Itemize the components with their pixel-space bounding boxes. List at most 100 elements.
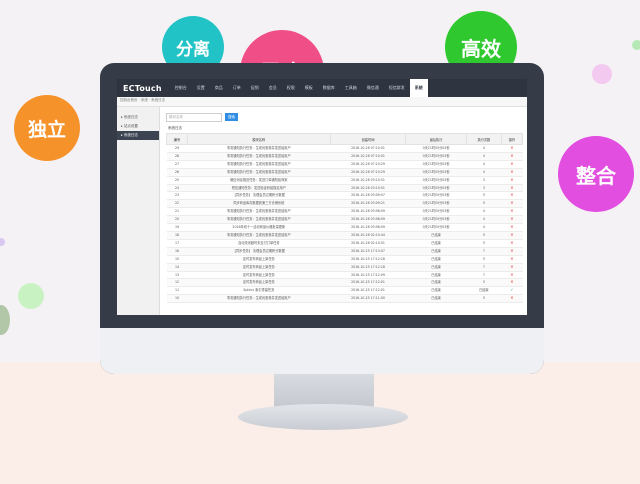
app-logo[interactable]: ECTouch (123, 83, 162, 93)
cell-status[interactable]: ✕ (501, 278, 523, 288)
table-row[interactable]: 27 事务通知执行任务：生成优惠券并发送给用户 2016-10-26 07:10:2… (166, 160, 523, 169)
cell-status[interactable]: ✕ (501, 263, 523, 272)
close-icon[interactable]: ✕ (510, 192, 514, 198)
close-icon[interactable]: ✕ (510, 239, 514, 245)
search-button[interactable]: 搜索 (225, 113, 238, 121)
search-input[interactable]: 模块名称 (166, 112, 222, 122)
close-icon[interactable]: ✕ (510, 208, 514, 214)
cell-status[interactable]: ✕ (501, 215, 523, 225)
column-header[interactable]: 编号 (166, 133, 188, 145)
cell-status[interactable]: ✕ (501, 168, 523, 177)
cell-status[interactable]: ✕ (501, 144, 523, 153)
close-icon[interactable]: ✕ (510, 255, 514, 261)
nav-item[interactable]: 工具箱 (344, 85, 357, 90)
bubble-label: 高效 (461, 36, 501, 61)
nav-item[interactable]: 短信群发 (388, 85, 405, 90)
table-row[interactable]: 29 事务通知执行任务：生成优惠券并发送给用户 2016-10-26 07:10:0… (166, 144, 523, 153)
close-icon[interactable]: ✕ (510, 200, 514, 206)
cell-status[interactable]: ✕ (501, 239, 523, 248)
close-icon[interactable]: ✕ (510, 231, 514, 237)
cell-status[interactable]: ✕ (501, 160, 523, 169)
cell-status[interactable]: ✕ (501, 247, 523, 256)
cell-count: 4 (466, 207, 502, 217)
cell-status[interactable]: ✕ (501, 223, 523, 232)
table-row[interactable]: 28 事务通知执行任务：生成优惠券并发送给用户 2016-10-26 07:10:0… (166, 152, 523, 161)
nav-item[interactable]: 模板 (304, 85, 313, 90)
nav-item[interactable]: 促销 (250, 85, 259, 90)
nav-item[interactable]: 权限 (286, 85, 295, 90)
table-row[interactable]: 14 定时发布商品上架任务 2016-10-25 17:12:18 已结束 7 ✕ (166, 263, 523, 272)
cell-status[interactable]: ✕ (501, 231, 523, 240)
sidebar-item[interactable]: ▸ 站点设置 (121, 124, 138, 128)
column-header[interactable]: 执行次数 (465, 133, 502, 145)
cell-status[interactable]: ✕ (501, 191, 523, 201)
cell-status[interactable]: ✕ (501, 255, 523, 264)
log-table: 编号 模块名称 创建时间 最后执行 执行次数 操作 29 事务通知执行任务：生成优惠券并发送… (166, 133, 524, 304)
table-row[interactable]: 18 事务通知执行任务：生成优惠券并发送给用户 2016-10-26 02:10:4… (166, 231, 523, 240)
nav-item[interactable]: 微信通 (366, 85, 379, 90)
breadcrumb: 控制台首页 · 系统 · 系统日志 (117, 97, 527, 107)
close-icon[interactable]: ✕ (510, 279, 514, 285)
cell-status[interactable]: ✕ (501, 271, 523, 280)
close-icon[interactable]: ✕ (510, 184, 514, 190)
check-icon[interactable]: ✓ (510, 287, 514, 293)
cell-status[interactable]: ✕ (501, 184, 523, 193)
close-icon[interactable]: ✕ (510, 168, 514, 174)
close-icon[interactable]: ✕ (510, 271, 514, 277)
table-row[interactable]: 21 事务通知执行任务：生成优惠券并发送给用户 2016-10-26 03:08:0… (166, 207, 523, 217)
cell-status[interactable]: ✕ (501, 207, 523, 217)
nav-item[interactable]: 会员 (268, 85, 277, 90)
table-row[interactable]: 26 事务通知执行任务：生成优惠券并发送给用户 2016-10-26 07:10:2… (166, 168, 523, 177)
cell-created: 2016-10-25 17:12:18 (330, 263, 406, 272)
close-icon[interactable]: ✕ (510, 247, 514, 253)
table-row[interactable]: 16 【异步任务】 清理会员过期积分数据 2016-10-25 17:13:07 已结… (166, 247, 523, 256)
table-row[interactable]: 12 定时发布商品上架任务 2016-10-25 17:12:01 已结束 5 ✕ (166, 278, 523, 288)
table-row[interactable]: 23 【异步任务】 清理会员过期积分数据 2016-10-26 03:09:07 0天… (166, 191, 523, 201)
close-icon[interactable]: ✕ (510, 152, 514, 158)
table-row[interactable]: 19 2016年双十一活动商品价格批量更新 2016-10-26 03:08:09 0… (166, 223, 523, 232)
column-header[interactable]: 创建时间 (329, 133, 407, 145)
close-icon[interactable]: ✕ (510, 224, 514, 230)
table-row[interactable]: 24 短信通知任务：发送验证码给指定用户 2016-10-26 03:10:51 0天… (166, 184, 523, 193)
cell-count: 5 (466, 239, 502, 248)
table-row[interactable]: 11 Sphinx 索引重建任务 2016-10-25 17:12:01 已结束 已结束… (166, 286, 523, 296)
column-header[interactable]: 最后执行 (405, 133, 467, 145)
table-row[interactable]: 22 同步商品库存数据到第三方仓储系统 2016-10-26 03:09:21 0天2… (166, 199, 523, 209)
column-header[interactable]: 模块名称 (186, 133, 331, 145)
sidebar-item[interactable]: ▸ 系统日志 (121, 115, 138, 119)
nav-item[interactable]: 数据库 (322, 85, 335, 90)
table-row[interactable]: 20 事务通知执行任务：生成优惠券并发送给用户 2016-10-26 03:08:0… (166, 215, 523, 225)
decor-dot (0, 305, 10, 335)
cell-name: 短信通知任务：发送验证码给指定用户 (187, 184, 331, 193)
sidebar-item[interactable]: ▸ 系统日志 (117, 131, 159, 140)
bubble-label: 独立 (27, 118, 66, 141)
nav-item[interactable]: 控制台 (174, 85, 187, 90)
table-row[interactable]: 25 微信消息推送任务：发送订单通知给商家 2016-10-26 03:10:51 0… (166, 176, 523, 185)
cell-count: 3 (466, 184, 502, 193)
cell-status[interactable]: ✕ (501, 176, 523, 185)
close-icon[interactable]: ✕ (510, 263, 514, 269)
cell-id: 22 (166, 199, 188, 209)
table-row[interactable]: 15 定时发布商品上架任务 2016-10-25 17:12:18 已结束 5 ✕ (166, 255, 523, 264)
cell-count: 7 (466, 263, 502, 272)
close-icon[interactable]: ✕ (510, 216, 514, 222)
table-row[interactable]: 17 自动关闭超时未支付订单任务 2016-10-26 02:10:51 已结束 5 ✕ (166, 239, 523, 248)
table-row[interactable]: 10 事务通知执行任务：生成优惠券并发送给用户 2016-10-25 17:11:0… (166, 294, 523, 304)
nav-item[interactable]: 系统 (409, 79, 428, 97)
nav-item[interactable]: 商品 (214, 85, 223, 90)
nav-item[interactable]: 订单 (232, 85, 241, 90)
column-header[interactable]: 操作 (500, 133, 524, 145)
cell-status[interactable]: ✕ (501, 152, 523, 161)
close-icon[interactable]: ✕ (510, 145, 514, 150)
close-icon[interactable]: ✕ (510, 295, 514, 301)
nav-item[interactable]: 设置 (196, 85, 205, 90)
cell-name: Sphinx 索引重建任务 (187, 286, 331, 296)
cell-status[interactable]: ✕ (501, 199, 523, 209)
cell-last: 已结束 (405, 278, 467, 288)
table-row[interactable]: 13 定时发布商品上架任务 2016-10-25 17:12:09 已结束 7 ✕ (166, 271, 523, 280)
close-icon[interactable]: ✕ (510, 160, 514, 166)
sidebar: ▸ 系统日志 ▸ 站点设置 ▸ 系统日志 (117, 107, 160, 315)
close-icon[interactable]: ✕ (510, 176, 514, 182)
cell-status[interactable]: ✓ (501, 286, 523, 296)
cell-status[interactable]: ✕ (501, 294, 523, 304)
